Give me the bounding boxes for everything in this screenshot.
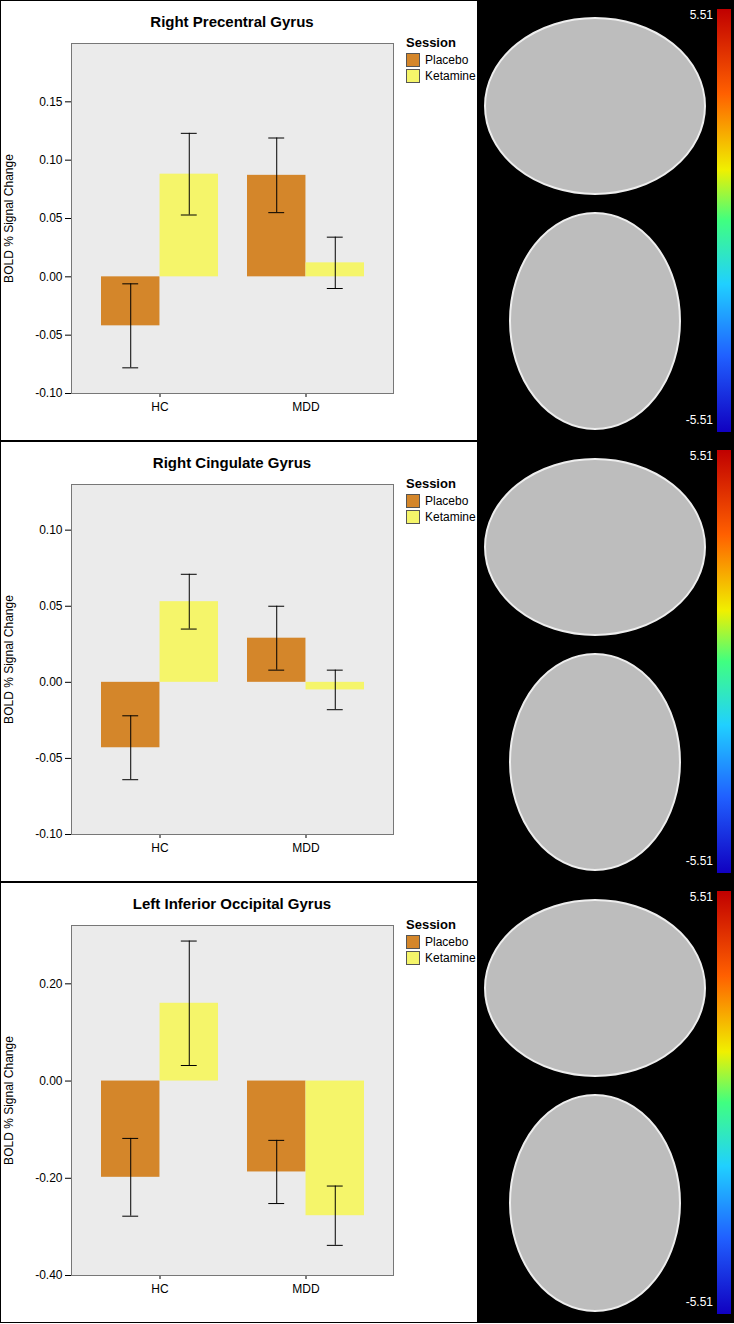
svg-text:0.20: 0.20 [39,977,63,991]
svg-text:0.10: 0.10 [39,153,63,167]
svg-text:5.51: 5.51 [690,449,714,463]
svg-text:HC: HC [151,841,169,855]
html-text:Placebo: Placebo [425,935,469,949]
svg-text:-5.51: -5.51 [686,854,714,868]
svg-text:MDD: MDD [292,400,320,414]
html-text:Session: Session [406,35,456,50]
html-text:Right Precentral Gyrus: Right Precentral Gyrus [150,13,314,30]
html-text:Left Inferior Occipital Gyrus: Left Inferior Occipital Gyrus [132,895,332,912]
html-text:Ketamine: Ketamine [425,951,476,965]
svg-text:-0.05: -0.05 [35,328,63,342]
svg-text:-0.20: -0.20 [35,1171,63,1185]
svg-text:0.05: 0.05 [39,599,63,613]
svg-text:0.00: 0.00 [39,270,63,284]
svg-text:0.15: 0.15 [39,95,63,109]
svg-text:0.05: 0.05 [39,211,63,225]
svg-text:BOLD % Signal Change: BOLD % Signal Change [2,595,16,724]
svg-text:-0.05: -0.05 [35,751,63,765]
svg-text:BOLD % Signal Change: BOLD % Signal Change [2,154,16,283]
svg-text:-0.40: -0.40 [35,1268,63,1282]
svg-text:HC: HC [151,1282,169,1296]
svg-text:-0.10: -0.10 [35,827,63,841]
html-text:Ketamine: Ketamine [425,69,476,83]
svg-text:MDD: MDD [292,1282,320,1296]
html-text:Session: Session [406,917,456,932]
svg-text:5.51: 5.51 [690,890,714,904]
html-text:Placebo: Placebo [425,494,469,508]
html-text:Right Cingulate Gyrus: Right Cingulate Gyrus [152,454,312,471]
svg-text:BOLD % Signal Change: BOLD % Signal Change [2,1036,16,1165]
svg-text:-0.10: -0.10 [35,386,63,400]
svg-text:-5.51: -5.51 [686,1295,714,1309]
svg-text:0.00: 0.00 [39,1074,63,1088]
svg-text:HC: HC [151,400,169,414]
svg-text:5.51: 5.51 [690,8,714,22]
svg-text:MDD: MDD [292,841,320,855]
html-text:Placebo: Placebo [425,53,469,67]
html-text:Ketamine: Ketamine [425,510,476,524]
svg-text:-5.51: -5.51 [686,413,714,427]
svg-text:0.10: 0.10 [39,523,63,537]
svg-text:0.00: 0.00 [39,675,63,689]
html-text:Session: Session [406,476,456,491]
